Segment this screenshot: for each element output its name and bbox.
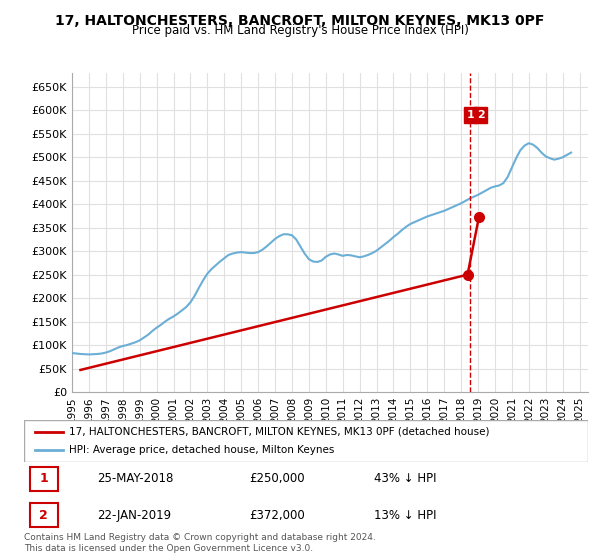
Text: 43% ↓ HPI: 43% ↓ HPI [374, 473, 436, 486]
FancyBboxPatch shape [29, 468, 58, 491]
Text: HPI: Average price, detached house, Milton Keynes: HPI: Average price, detached house, Milt… [69, 445, 334, 455]
Text: 1: 1 [40, 473, 48, 486]
Text: 13% ↓ HPI: 13% ↓ HPI [374, 508, 436, 521]
FancyBboxPatch shape [29, 503, 58, 526]
Text: Contains HM Land Registry data © Crown copyright and database right 2024.
This d: Contains HM Land Registry data © Crown c… [24, 533, 376, 553]
Text: 17, HALTONCHESTERS, BANCROFT, MILTON KEYNES, MK13 0PF: 17, HALTONCHESTERS, BANCROFT, MILTON KEY… [55, 14, 545, 28]
Text: 17, HALTONCHESTERS, BANCROFT, MILTON KEYNES, MK13 0PF (detached house): 17, HALTONCHESTERS, BANCROFT, MILTON KEY… [69, 427, 490, 437]
Text: 2: 2 [40, 508, 48, 521]
Text: Price paid vs. HM Land Registry's House Price Index (HPI): Price paid vs. HM Land Registry's House … [131, 24, 469, 37]
Text: 2: 2 [476, 110, 484, 120]
Text: £372,000: £372,000 [250, 508, 305, 521]
Text: 25-MAY-2018: 25-MAY-2018 [97, 473, 173, 486]
Text: £250,000: £250,000 [250, 473, 305, 486]
Text: 1: 1 [467, 110, 474, 120]
FancyBboxPatch shape [24, 420, 588, 462]
Text: 22-JAN-2019: 22-JAN-2019 [97, 508, 172, 521]
